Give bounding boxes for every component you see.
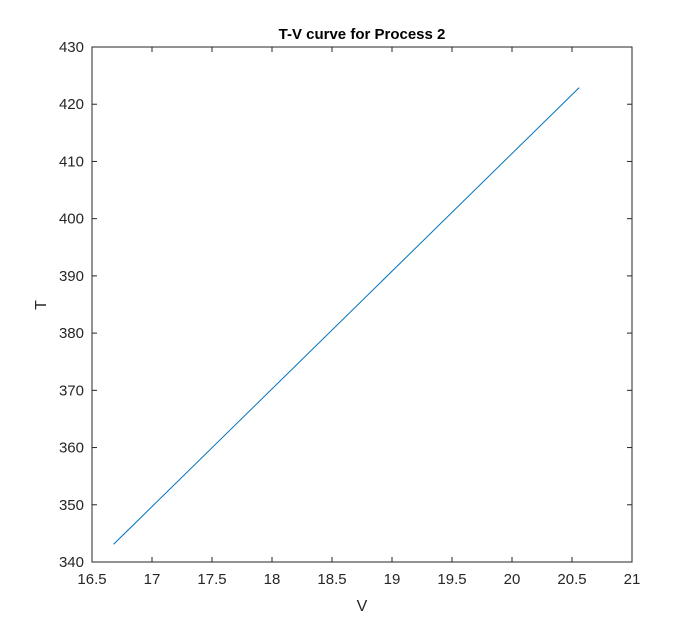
x-tick-label: 20.5 xyxy=(557,571,586,588)
x-tick-label: 19 xyxy=(384,571,401,588)
x-tick-label: 17.5 xyxy=(197,571,226,588)
x-tick-label: 16.5 xyxy=(77,571,106,588)
x-tick-label: 19.5 xyxy=(437,571,466,588)
x-tick-label: 20 xyxy=(504,571,521,588)
y-axis-label: T xyxy=(33,300,50,310)
y-tick-label: 430 xyxy=(59,39,84,56)
x-tick-label: 18 xyxy=(264,571,281,588)
y-tick-label: 350 xyxy=(59,497,84,514)
chart-title: T-V curve for Process 2 xyxy=(279,26,446,43)
plot-frame xyxy=(91,46,633,563)
series-layer xyxy=(113,87,580,545)
y-tick-label: 360 xyxy=(59,440,84,457)
x-tick-label: 18.5 xyxy=(317,571,346,588)
y-tick-label: 420 xyxy=(59,96,84,113)
plot-area xyxy=(91,46,633,563)
series-line-0 xyxy=(113,87,580,545)
x-tick-label: 21 xyxy=(624,571,641,588)
x-axis: 16.5 17 17.5 18 18.5 19 19.5 20 20.5 21 xyxy=(77,47,640,588)
y-tick-label: 370 xyxy=(59,382,84,399)
y-tick-label: 410 xyxy=(59,153,84,170)
y-axis: 340 350 360 370 380 390 400 410 420 430 xyxy=(59,39,632,571)
y-tick-label: 400 xyxy=(59,211,84,228)
x-tick-label: 17 xyxy=(144,571,161,588)
x-axis-label: V xyxy=(357,598,368,615)
y-tick-label: 390 xyxy=(59,268,84,285)
y-tick-label: 380 xyxy=(59,325,84,342)
y-tick-label: 340 xyxy=(59,554,84,571)
